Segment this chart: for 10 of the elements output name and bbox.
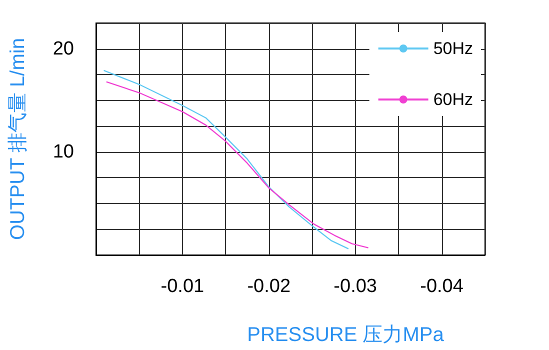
x-tick-label: -0.03 [334, 276, 377, 297]
y-axis-title: OUTPUT 排气量 L/min [7, 38, 29, 240]
x-tick-label: -0.04 [420, 276, 464, 297]
x-tick-label: -0.01 [160, 276, 204, 297]
x-axis-title: PRESSURE 压力MPa [247, 324, 445, 346]
legend-label: 50Hz [433, 39, 473, 58]
y-tick-label: 20 [52, 38, 74, 60]
x-tick-label: -0.02 [247, 276, 291, 297]
legend-label: 60Hz [433, 90, 473, 109]
y-tick-label: 10 [52, 141, 74, 162]
